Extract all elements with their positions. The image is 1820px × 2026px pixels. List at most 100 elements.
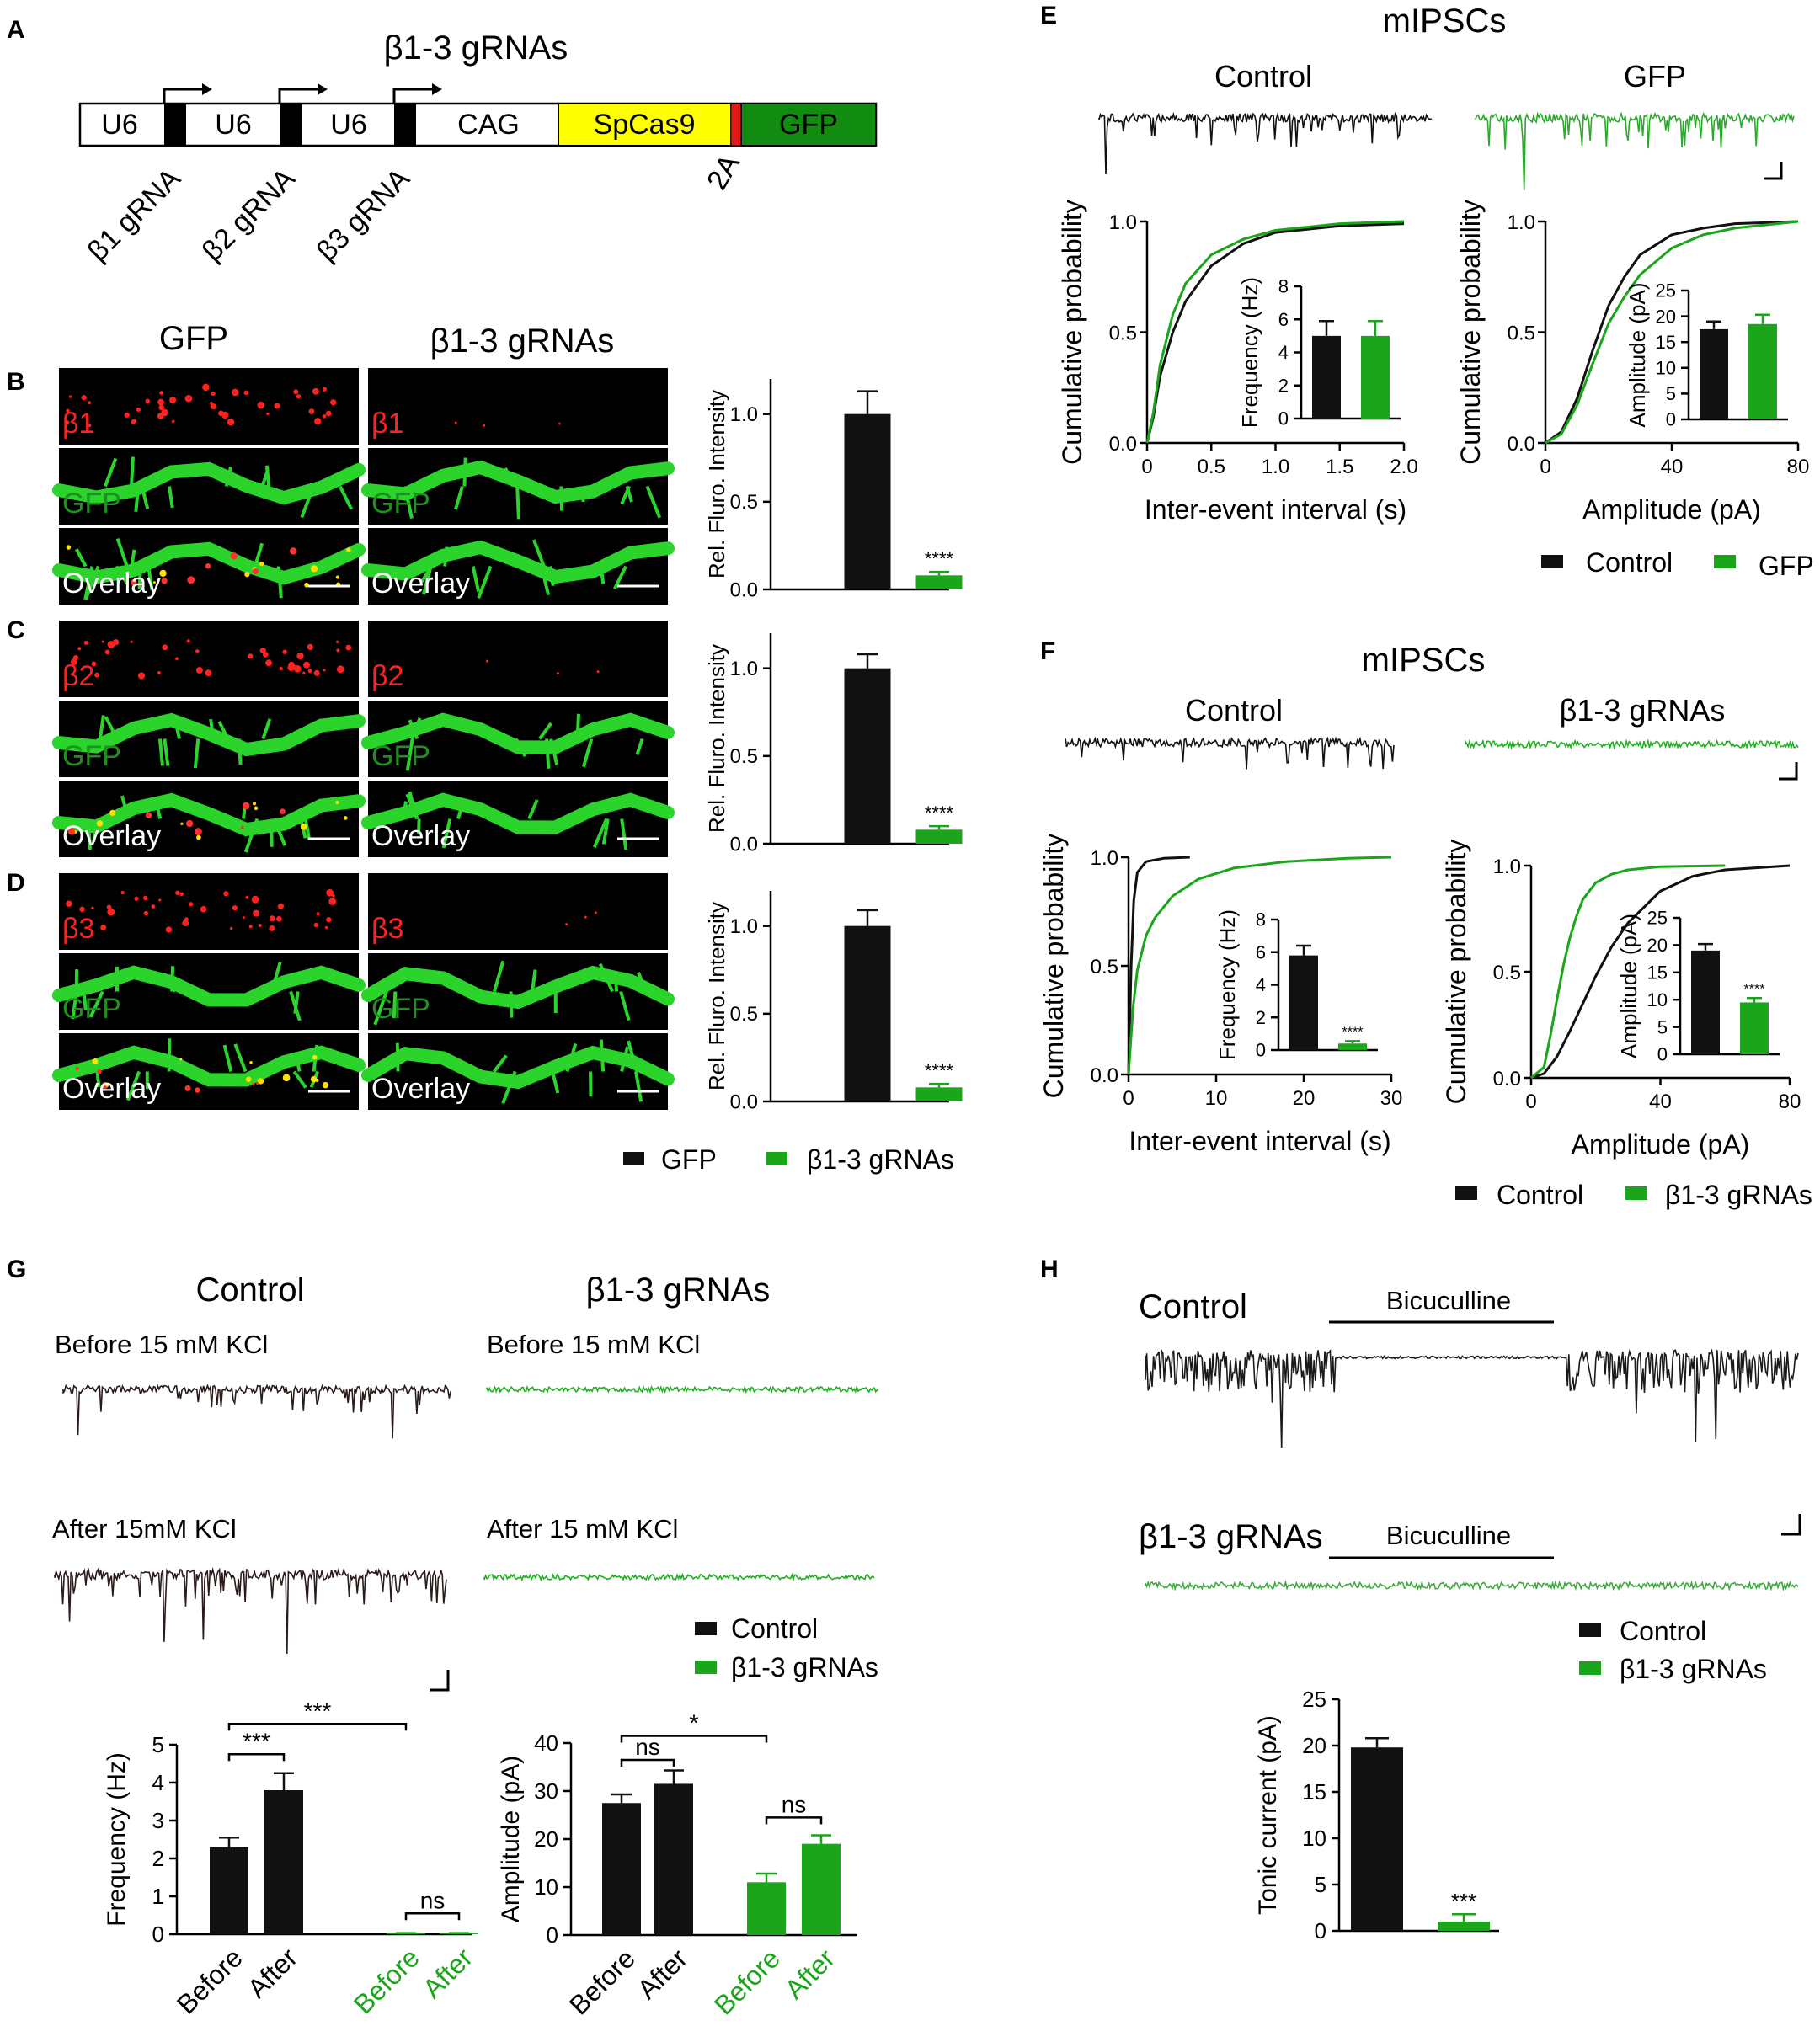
chart-B-bar bbox=[915, 575, 963, 589]
puncta bbox=[335, 801, 339, 805]
puncta bbox=[330, 399, 337, 406]
dendrite-spine bbox=[147, 566, 154, 591]
e-trace-control bbox=[1098, 111, 1433, 175]
puncta bbox=[195, 1087, 200, 1093]
puncta bbox=[179, 1058, 183, 1061]
micrograph-tile: GFP bbox=[52, 448, 366, 525]
chart-F-interval-inset-significance: **** bbox=[1342, 1025, 1364, 1039]
panel-letter-f: F bbox=[1040, 637, 1055, 665]
micrograph-background bbox=[59, 1033, 359, 1110]
micrograph-background bbox=[368, 1033, 668, 1110]
puncta bbox=[96, 820, 104, 827]
chart-E-amplitude-y-tick-label: 0.0 bbox=[1508, 433, 1535, 456]
dendrite-spine bbox=[163, 738, 170, 766]
puncta bbox=[105, 1083, 109, 1087]
micrograph-background bbox=[368, 953, 668, 1030]
dendrite-spine bbox=[559, 486, 564, 511]
puncta bbox=[130, 578, 137, 586]
chart-F-interval-x-tick-label: 30 bbox=[1380, 1087, 1403, 1110]
dendrite-spine bbox=[261, 718, 272, 740]
chart-H-y-tick-label: 25 bbox=[1302, 1687, 1326, 1712]
puncta bbox=[248, 925, 253, 929]
chart-E-amplitude-inset-y-label: Amplitude (pA) bbox=[1625, 283, 1650, 428]
g-legend-swatch-control bbox=[695, 1622, 717, 1635]
micrograph-background bbox=[59, 621, 359, 697]
chart-E-amplitude-inset-y-tick-label: 0 bbox=[1666, 409, 1676, 430]
chart-E-amplitude-inset-y-tick-label: 5 bbox=[1666, 383, 1676, 404]
puncta bbox=[175, 657, 179, 661]
puncta bbox=[257, 401, 265, 409]
chart-G-frequency-significance-bracket bbox=[404, 1912, 461, 1921]
puncta bbox=[254, 806, 259, 811]
chart-C-bar bbox=[844, 668, 891, 844]
chart-H-y-label: Tonic current (pA) bbox=[1254, 1715, 1282, 1915]
chart-E-interval-series-line bbox=[1145, 220, 1405, 444]
puncta bbox=[253, 802, 257, 806]
puncta bbox=[316, 912, 320, 916]
h-legend-label-gRNAs: β1-3 gRNAs bbox=[1620, 1654, 1767, 1684]
dendrite-shaft bbox=[361, 1045, 675, 1090]
chart-G-amplitude-significance-label: ns bbox=[635, 1734, 660, 1760]
chart-G-frequency-y-label: Frequency (Hz) bbox=[103, 1752, 131, 1927]
puncta bbox=[81, 395, 87, 401]
dendrite-spine bbox=[471, 566, 481, 592]
chart-H-y-tick-label: 5 bbox=[1315, 1872, 1326, 1897]
chart-D-y-tick-label: 1.0 bbox=[730, 915, 758, 938]
puncta bbox=[322, 387, 328, 392]
micrograph-tile: Overlay bbox=[52, 528, 366, 605]
chart-H-significance: *** bbox=[1451, 1889, 1476, 1914]
chart-G-amplitude-significance-label: * bbox=[690, 1709, 699, 1735]
chart-E-interval-inset-y-tick-label: 8 bbox=[1278, 276, 1289, 297]
puncta bbox=[345, 644, 352, 651]
dendrite-spine bbox=[599, 566, 606, 584]
trace-line bbox=[1145, 1580, 1799, 1592]
chart-D-y-label: Rel. Fluro. Intensity bbox=[704, 902, 729, 1090]
dendrite-spine bbox=[493, 1054, 508, 1073]
e-legend-swatch-gfp bbox=[1714, 555, 1736, 568]
puncta bbox=[325, 410, 332, 417]
legend-label-gfp: GFP bbox=[661, 1144, 717, 1175]
chart-E-amplitude-x-label: Amplitude (pA) bbox=[1582, 494, 1761, 525]
chart-F-amplitude-x-tick-label: 0 bbox=[1525, 1090, 1536, 1113]
h-label-drug-bottom: Bicuculline bbox=[1386, 1521, 1511, 1550]
puncta bbox=[596, 670, 600, 674]
panel-letter-c: C bbox=[7, 616, 25, 644]
puncta bbox=[253, 909, 260, 917]
puncta bbox=[594, 911, 597, 914]
dendrite-shaft bbox=[52, 461, 366, 505]
dendrite-shaft bbox=[52, 1045, 366, 1087]
dendrite-spine bbox=[137, 566, 142, 589]
dendrite-spine bbox=[272, 818, 287, 846]
dendrite-spine bbox=[514, 738, 527, 758]
dendrite-spine bbox=[71, 991, 78, 1020]
chart-e-amplitude: 0.0 0.5 1.0 0 40 80 Amplitude (pA) Cumulative p… bbox=[1455, 200, 1809, 525]
promoter-block-3 bbox=[394, 104, 416, 146]
chart-G-amplitude-category-label: Before bbox=[563, 1943, 641, 2020]
puncta bbox=[245, 1076, 252, 1082]
f-legend-swatch-gRNAs bbox=[1625, 1186, 1647, 1200]
chart-B-y-tick-label: 0.0 bbox=[730, 578, 758, 601]
legend-swatch-gRNAs bbox=[766, 1152, 787, 1165]
dendrite-spine bbox=[157, 738, 164, 766]
chart-C-y-tick-label: 0.0 bbox=[730, 833, 758, 856]
chart-F-interval-x-tick-label: 0 bbox=[1123, 1087, 1134, 1110]
puncta bbox=[293, 664, 302, 673]
g-trace-gRNAs-after bbox=[483, 1572, 875, 1582]
dendrite-spine bbox=[125, 1070, 141, 1101]
chart-G-frequency-y-tick-label: 3 bbox=[152, 1808, 164, 1833]
chart-G-amplitude-significance-label: ns bbox=[782, 1791, 807, 1817]
puncta bbox=[227, 419, 235, 426]
puncta bbox=[231, 388, 239, 397]
channel-label-gfp: GFP bbox=[371, 993, 430, 1025]
puncta bbox=[159, 569, 167, 577]
chart-G-frequency-y-tick-label: 0 bbox=[152, 1922, 164, 1947]
dendrite-spine bbox=[82, 991, 88, 1011]
f-trace-control bbox=[1065, 736, 1395, 770]
puncta bbox=[100, 924, 107, 931]
chart-D-bar bbox=[915, 1087, 963, 1101]
trace-line bbox=[1465, 738, 1799, 750]
puncta bbox=[307, 643, 314, 651]
g-trace-gRNAs-before bbox=[486, 1384, 878, 1394]
chart-G-frequency-y-tick-label: 1 bbox=[152, 1884, 164, 1909]
f-legend-label-gRNAs: β1-3 gRNAs bbox=[1665, 1180, 1812, 1210]
